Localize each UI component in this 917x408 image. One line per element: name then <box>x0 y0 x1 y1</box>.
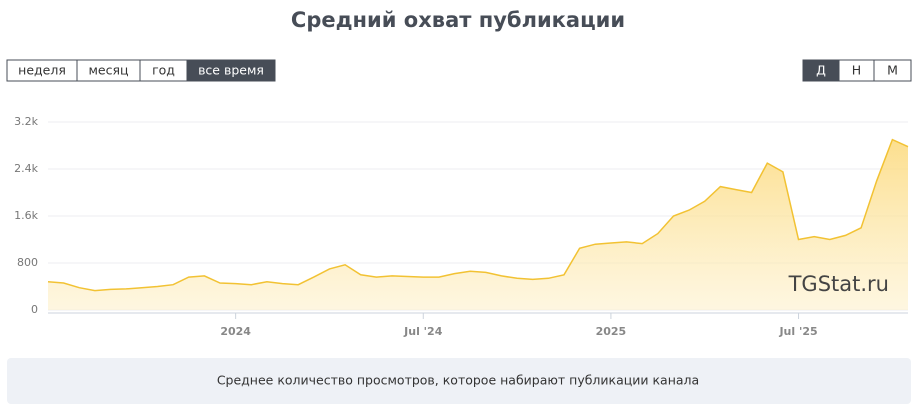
toggle-label[interactable]: Н <box>852 63 861 78</box>
y-tick-label: 2.4k <box>14 162 38 175</box>
x-tick-label: Jul '24 <box>403 325 443 338</box>
toggle-label[interactable]: Д <box>816 63 826 78</box>
title: Средний охват публикации <box>291 8 625 32</box>
y-tick-label: 0 <box>31 303 38 316</box>
x-tick-label: 2024 <box>220 325 251 338</box>
x-tick-label: Jul '25 <box>778 325 817 338</box>
line <box>47 138 909 292</box>
area <box>48 139 908 310</box>
toggle-label[interactable]: месяц <box>88 63 128 78</box>
watermark: TGStat.ru <box>788 272 889 296</box>
toggle-button[interactable] <box>186 59 276 82</box>
x-tick-label: 2025 <box>596 325 627 338</box>
y-tick-label: 3.2k <box>14 115 38 128</box>
y-tick-label: 1.6k <box>14 209 38 222</box>
footer-text: Среднее количество просмотров, которое н… <box>217 373 699 388</box>
y-tick-label: 800 <box>17 256 38 269</box>
toggle-label[interactable]: год <box>152 63 175 78</box>
toggle-label[interactable]: все время <box>198 63 264 78</box>
footer-box <box>7 358 911 404</box>
toggle-label[interactable]: неделя <box>18 63 66 78</box>
toggle-button[interactable] <box>873 59 912 82</box>
toggle-label[interactable]: М <box>887 63 898 78</box>
